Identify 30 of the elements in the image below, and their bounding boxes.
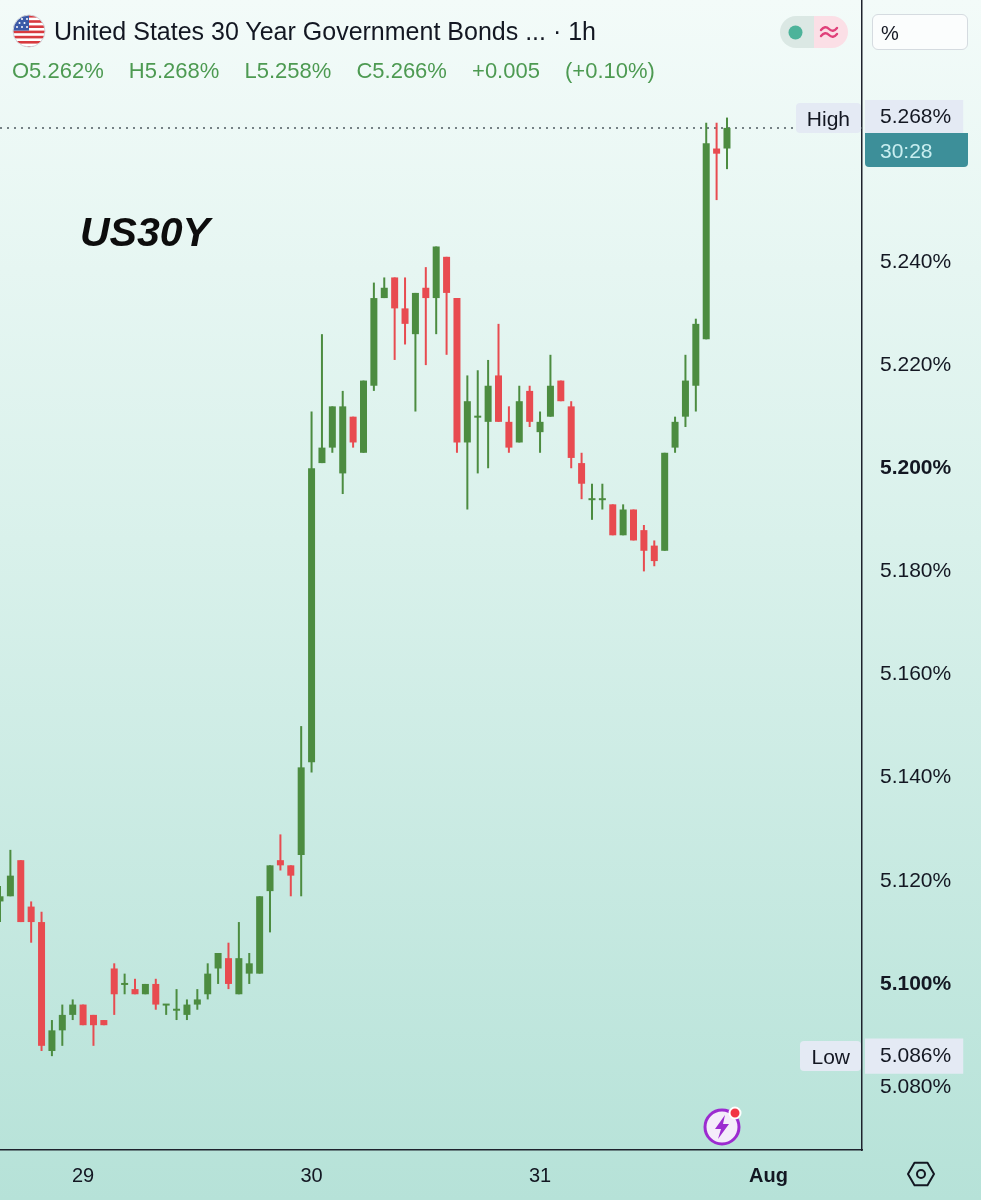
y-tick-label: 5.080% (880, 1073, 952, 1097)
scale-button: % (872, 14, 968, 50)
annotation: Low (811, 1045, 850, 1069)
text: O5.262% H5.268% L5.258% C5.266% +0.005 (+0.10%) (12, 58, 655, 84)
y-tick-label: 5.160% (880, 661, 952, 685)
y-axis-title: % (881, 22, 899, 44)
y-tick-label: 5.180% (880, 558, 952, 582)
x-tick-label: Aug (749, 1163, 788, 1186)
y-tick-label: 5.268% (880, 104, 952, 128)
countdown-tag: 30:28 (865, 132, 968, 167)
candlestick (173, 989, 181, 1021)
y-tick-label: 5.220% (880, 351, 952, 375)
y-tick-label: 5.120% (880, 867, 952, 891)
x-tick-label: 31 (528, 1163, 552, 1186)
candlestick (474, 370, 482, 474)
y-tick-label: 5.100% (880, 970, 952, 994)
label-tag: Low (800, 1041, 861, 1072)
x-tick-label: 29 (71, 1163, 95, 1186)
y-tick-label: 5.140% (880, 764, 952, 788)
y-tick-label: 5.240% (880, 248, 952, 272)
x-tick-label: 30 (300, 1163, 323, 1186)
label-tag: High (795, 102, 861, 133)
candlestick (422, 267, 430, 366)
candlestick (713, 122, 721, 201)
annotation: High (806, 106, 850, 130)
y-tick-label: 5.200% (880, 455, 952, 479)
y-tick-label: 5.086% (880, 1042, 952, 1066)
text: United States 30 Year Government Bonds ... · 1h (54, 17, 596, 46)
candlestick (598, 483, 606, 510)
candlestick (588, 483, 596, 520)
